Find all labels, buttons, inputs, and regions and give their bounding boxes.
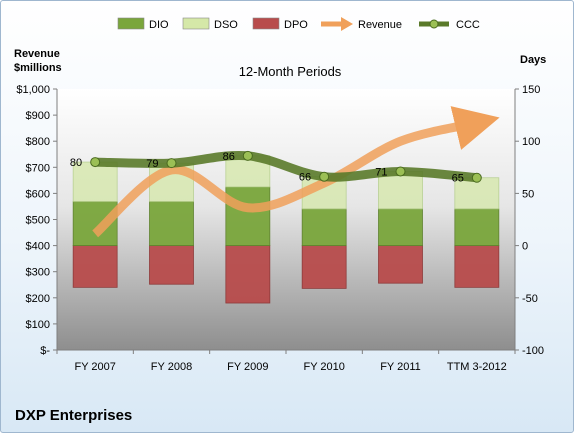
bar-dso <box>454 177 500 210</box>
x-tick-label: FY 2009 <box>227 361 268 373</box>
ccc-label: 86 <box>223 151 235 163</box>
bar-dio <box>301 208 347 246</box>
ccc-label: 80 <box>70 157 82 169</box>
legend-label-dpo: DPO <box>284 19 308 31</box>
legend-label-revenue: Revenue <box>358 19 402 31</box>
x-tick-label: FY 2008 <box>151 361 192 373</box>
bar-dpo <box>225 245 271 304</box>
revenue-line <box>92 106 500 238</box>
ccc-label: 79 <box>146 158 158 170</box>
y-right-tick-label: 50 <box>522 188 534 200</box>
ccc-label: 66 <box>299 172 311 184</box>
ccc-point <box>319 171 330 182</box>
legend: DIO DSO DPO Revenue CCC <box>117 17 480 31</box>
x-tick-label: FY 2011 <box>380 361 421 373</box>
company-name: DXP Enterprises <box>15 407 132 424</box>
legend-label-dso: DSO <box>214 19 238 31</box>
bar-dio <box>454 208 500 246</box>
bar-dpo <box>454 245 500 288</box>
bar-dio <box>225 186 271 247</box>
x-tick-label: TTM 3-2012 <box>447 361 507 373</box>
y-left-tick-label: $300 <box>26 267 50 279</box>
y-left-tick-label: $200 <box>26 293 50 305</box>
y-left-tick-label: $400 <box>26 241 50 253</box>
ccc-point <box>471 172 482 183</box>
y-left-tick-label: $700 <box>26 162 50 174</box>
y-left-label-line1: Revenue <box>14 48 60 60</box>
bar-dpo <box>72 245 118 288</box>
legend-swatch-dpo <box>252 17 280 30</box>
y-left-label-line2: $millions <box>14 62 62 74</box>
y-right-tick-label: 0 <box>522 241 528 253</box>
y-left-tick-label: $600 <box>26 188 50 200</box>
y-left-tick-label: $800 <box>26 136 50 148</box>
y-left-tick-label: $100 <box>26 319 50 331</box>
legend-arrowhead <box>341 17 353 31</box>
bar-dio <box>378 208 423 246</box>
ccc-line <box>90 150 482 183</box>
ccc-point <box>242 150 253 161</box>
ccc-point <box>90 157 101 168</box>
y-left-tick-label: $1,000 <box>16 84 50 96</box>
bar-dpo <box>378 245 423 284</box>
y-left-tick-label: $900 <box>26 110 50 122</box>
chart-title: 12-Month Periods <box>239 64 342 79</box>
legend-swatch-dio <box>117 17 145 30</box>
y-right-tick-label: -50 <box>522 293 538 305</box>
ccc-point <box>395 166 406 177</box>
ccc-label: 65 <box>452 173 464 185</box>
ccc-label: 71 <box>375 166 387 178</box>
legend-marker-ccc <box>429 19 439 29</box>
y-right-tick-label: 150 <box>522 84 540 96</box>
y-right-tick-label: -100 <box>522 345 544 357</box>
legend-label-dio: DIO <box>149 19 169 31</box>
x-tick-label: FY 2007 <box>74 361 115 373</box>
bar-dio <box>149 201 194 246</box>
y-left-tick-label: $- <box>40 345 50 357</box>
y-right-label: Days <box>520 54 546 66</box>
legend-swatch-dso <box>182 17 210 30</box>
bar-dpo <box>301 245 347 289</box>
bar-dpo <box>149 245 194 285</box>
x-tick-label: FY 2010 <box>303 361 344 373</box>
y-left-tick-label: $500 <box>26 215 50 227</box>
ccc-point <box>166 158 177 169</box>
y-right-tick-label: 100 <box>522 136 540 148</box>
legend-label-ccc: CCC <box>456 19 480 31</box>
bar-dso <box>72 161 118 203</box>
